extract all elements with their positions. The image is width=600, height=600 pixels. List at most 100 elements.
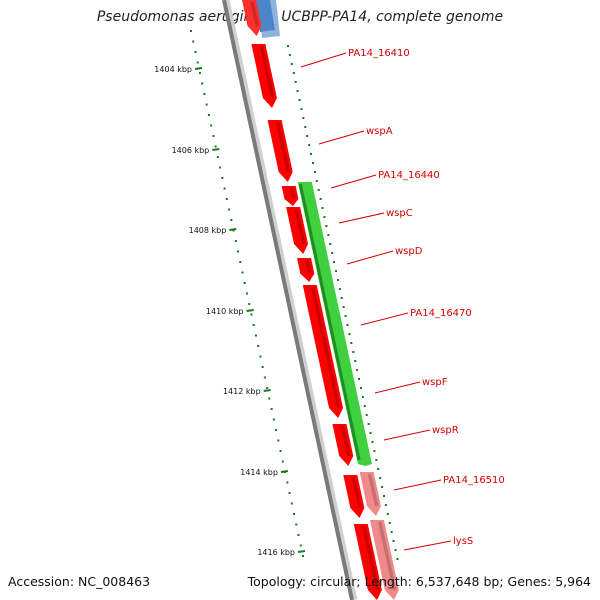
ruler-dot: [290, 502, 293, 505]
outer-dot: [344, 315, 347, 317]
ruler-dot: [250, 313, 253, 316]
outer-dot: [394, 549, 397, 551]
scale-tick-label: 1408 kbp: [189, 226, 227, 235]
outer-dot: [315, 180, 318, 182]
pseudo-gene-arrow: [369, 520, 399, 600]
outer-dot: [296, 90, 299, 92]
ruler-dot: [241, 271, 244, 274]
outer-dot: [336, 279, 339, 281]
ruler-dot: [299, 544, 302, 547]
gene-label-leader: [346, 250, 394, 265]
outer-dot: [359, 387, 362, 389]
outer-dot: [338, 288, 341, 290]
outer-dot: [352, 351, 355, 353]
outer-dot: [302, 117, 305, 119]
ruler-dot: [281, 460, 284, 463]
outer-dot: [373, 450, 376, 452]
ruler-dot: [279, 450, 282, 452]
map-title: Pseudomonas aeruginosa UCBPP-PA14, compl…: [96, 9, 504, 25]
gene-label-leader: [338, 212, 385, 224]
outer-dot: [396, 558, 399, 560]
scale-tick-mark: [194, 67, 203, 70]
forward-gene-arrow: [302, 285, 344, 418]
outer-dot: [325, 225, 328, 227]
outer-dot: [298, 99, 301, 101]
ruler-dot: [225, 198, 228, 200]
outer-dot: [340, 297, 343, 299]
ruler-dot: [243, 282, 246, 284]
reverse-strand-genes: [297, 182, 399, 600]
outer-dot: [371, 441, 374, 443]
scale-tick-mark: [246, 309, 254, 312]
forward-gene-arrow: [286, 207, 309, 254]
outer-dot: [334, 270, 337, 272]
ruler-dot: [286, 481, 289, 484]
ruler-dot: [272, 418, 275, 421]
outer-dot: [313, 171, 316, 173]
gene-label: PA14_16440: [378, 170, 440, 181]
outer-dot: [367, 423, 370, 425]
gene-label: PA14_16510: [443, 475, 505, 486]
ruler-dot: [214, 145, 217, 148]
outer-dot: [390, 531, 393, 533]
ruler-dot: [192, 40, 195, 43]
gene-label-leader: [393, 479, 442, 491]
outer-dot: [382, 495, 385, 497]
gene-label: lysS: [453, 536, 473, 547]
outer-dot: [354, 360, 357, 362]
gene-label-leader: [360, 312, 409, 326]
ruler-dot: [239, 261, 242, 263]
outer-dot: [292, 72, 295, 74]
outer-dot: [317, 189, 320, 191]
outer-dot: [323, 216, 326, 218]
ruler-dot: [216, 156, 219, 158]
ruler-dot: [194, 51, 197, 53]
outer-dot: [327, 234, 330, 236]
gene-labels: PA14_16410 wspA PA14_16440 wspC wspD PA14_164…: [348, 48, 505, 547]
scale-tick-label: 1404 kbp: [154, 65, 192, 74]
ruler-dot: [293, 513, 296, 515]
forward-gene-arrow: [297, 258, 315, 282]
ruler-dot: [198, 72, 201, 74]
outer-dot: [306, 135, 309, 137]
outer-dot: [310, 153, 313, 155]
ruler-dot: [259, 355, 262, 358]
gene-label-leader: [330, 174, 377, 189]
ruler-dot: [196, 61, 199, 64]
forward-gene-arrow: [343, 475, 365, 518]
outer-dot: [300, 108, 303, 110]
ruler-dot: [257, 345, 260, 347]
outer-dot: [294, 81, 297, 83]
outer-dot: [350, 342, 353, 344]
scale-tick-mark: [297, 550, 306, 553]
ruler-dot: [203, 93, 206, 95]
outer-dot: [386, 513, 389, 515]
forward-strand-genes: [242, 0, 382, 600]
gene-label-leader: [383, 429, 431, 441]
outer-dot: [356, 369, 359, 371]
scale-tick-mark: [229, 228, 237, 231]
ruler-dot: [201, 82, 204, 85]
scale-tick-mark: [263, 389, 271, 392]
ruler-dot: [254, 334, 257, 337]
accession-text: Accession: NC_008463: [8, 574, 151, 589]
scale-ticks: 1404 kbp 1406 kbp 1408 kbp 1410 kbp 1412 kbp…: [154, 65, 306, 557]
outer-dot: [348, 333, 351, 335]
outer-dot: [288, 54, 291, 56]
scale-tick-label: 1410 kbp: [206, 307, 244, 316]
outer-dot: [361, 396, 364, 398]
ruler-dot: [270, 408, 273, 410]
pseudo-gene-arrow: [359, 472, 381, 516]
outer-dot: [358, 378, 361, 380]
gene-label-leader: [300, 52, 347, 68]
gene-label: PA14_16410: [348, 48, 410, 59]
outer-dot: [342, 306, 345, 308]
outer-dot: [319, 198, 322, 200]
outer-dot: [290, 63, 293, 65]
gene-label: wspA: [366, 126, 393, 137]
gene-label-leader: [403, 540, 452, 551]
ruler-dot: [295, 523, 298, 526]
ruler-dot: [230, 219, 233, 221]
outer-dot: [388, 522, 391, 524]
outer-dot: [365, 414, 368, 416]
